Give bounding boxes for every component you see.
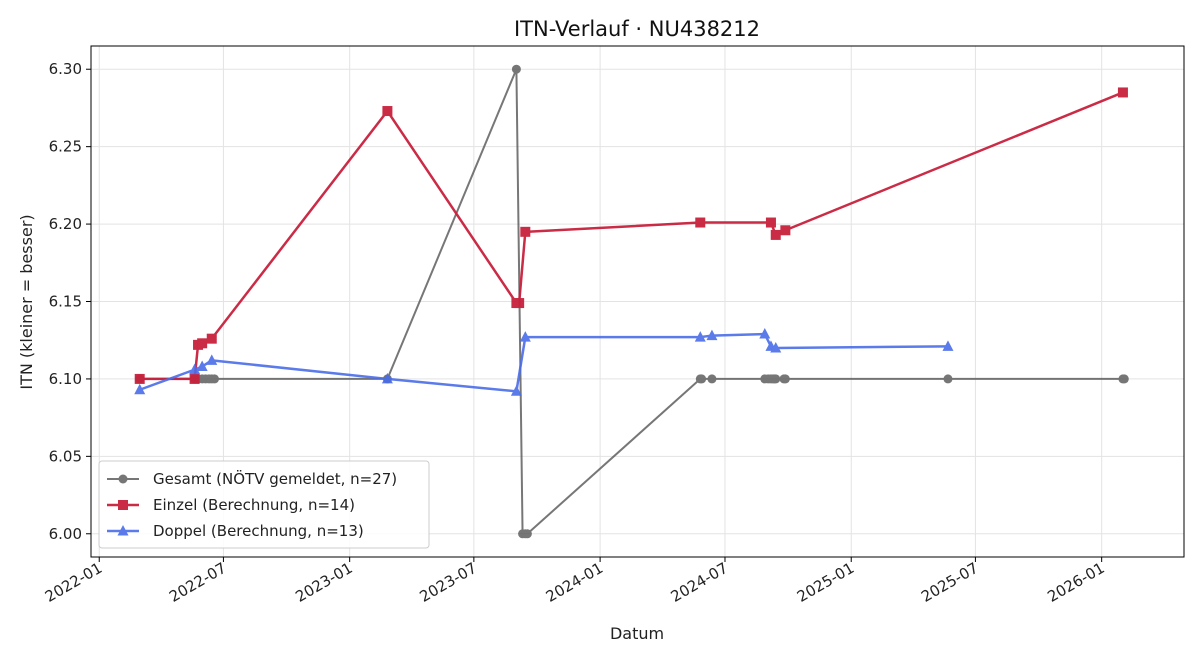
y-tick-label: 6.20 [49, 215, 82, 233]
data-point [780, 374, 790, 384]
series-2 [134, 87, 1128, 384]
data-point [510, 385, 522, 396]
chart-title: ITN-Verlauf · NU438212 [514, 17, 760, 41]
legend-marker [117, 525, 129, 536]
y-tick-label: 6.10 [49, 370, 82, 388]
data-point [765, 217, 776, 228]
legend-entry-label: Doppel (Berechnung, n=13) [153, 522, 364, 540]
legend-swatch [107, 474, 139, 484]
data-point [707, 374, 717, 384]
y-tick-label: 6.00 [49, 525, 82, 543]
data-point [519, 331, 531, 342]
data-point [695, 217, 706, 228]
data-point [1119, 374, 1129, 384]
x-axis-label: Datum [610, 624, 664, 643]
data-point [694, 331, 706, 342]
data-point [522, 529, 532, 539]
data-point [520, 226, 531, 237]
grid-lines [91, 46, 1184, 557]
y-axis: 6.00 6.05 6.10 6.15 6.20 6.25 6.30 [49, 60, 91, 543]
legend-swatch [107, 500, 139, 510]
y-axis-label: ITN (kleiner = besser) [17, 214, 36, 389]
legend-box [98, 460, 430, 549]
data-point [196, 360, 208, 372]
legend: Gesamt (NÖTV gemeldet, n=27) Einzel (Bere… [98, 460, 430, 549]
data-point [189, 363, 201, 375]
y-tick-label: 6.25 [49, 138, 82, 156]
data-point [1117, 87, 1128, 98]
data-point [943, 374, 953, 384]
data-point [514, 298, 525, 309]
legend-marker [118, 500, 128, 510]
legend-entry-label: Gesamt (NÖTV gemeldet, n=27) [153, 469, 397, 488]
data-point [206, 354, 218, 365]
data-point [189, 373, 200, 384]
data-point [134, 383, 146, 395]
series-layer [134, 64, 1129, 539]
y-tick-label: 6.15 [49, 293, 82, 311]
data-point [771, 374, 781, 384]
legend-swatch [107, 525, 139, 536]
data-point [382, 106, 393, 117]
y-tick-label: 6.05 [49, 447, 82, 465]
data-point [210, 374, 220, 384]
data-point [759, 328, 771, 339]
data-point [770, 341, 782, 353]
data-point [942, 340, 954, 351]
data-point [511, 64, 521, 74]
data-point [780, 225, 791, 236]
y-tick-label: 6.30 [49, 60, 82, 78]
data-point [381, 372, 393, 384]
legend-marker [118, 474, 128, 484]
series-3 [134, 328, 954, 396]
data-point [697, 374, 707, 384]
data-point [770, 229, 781, 240]
data-point [134, 373, 145, 384]
data-point [197, 338, 208, 349]
legend-entry-label: Einzel (Berechnung, n=14) [153, 496, 355, 514]
data-point [206, 333, 217, 344]
data-point [706, 329, 718, 341]
